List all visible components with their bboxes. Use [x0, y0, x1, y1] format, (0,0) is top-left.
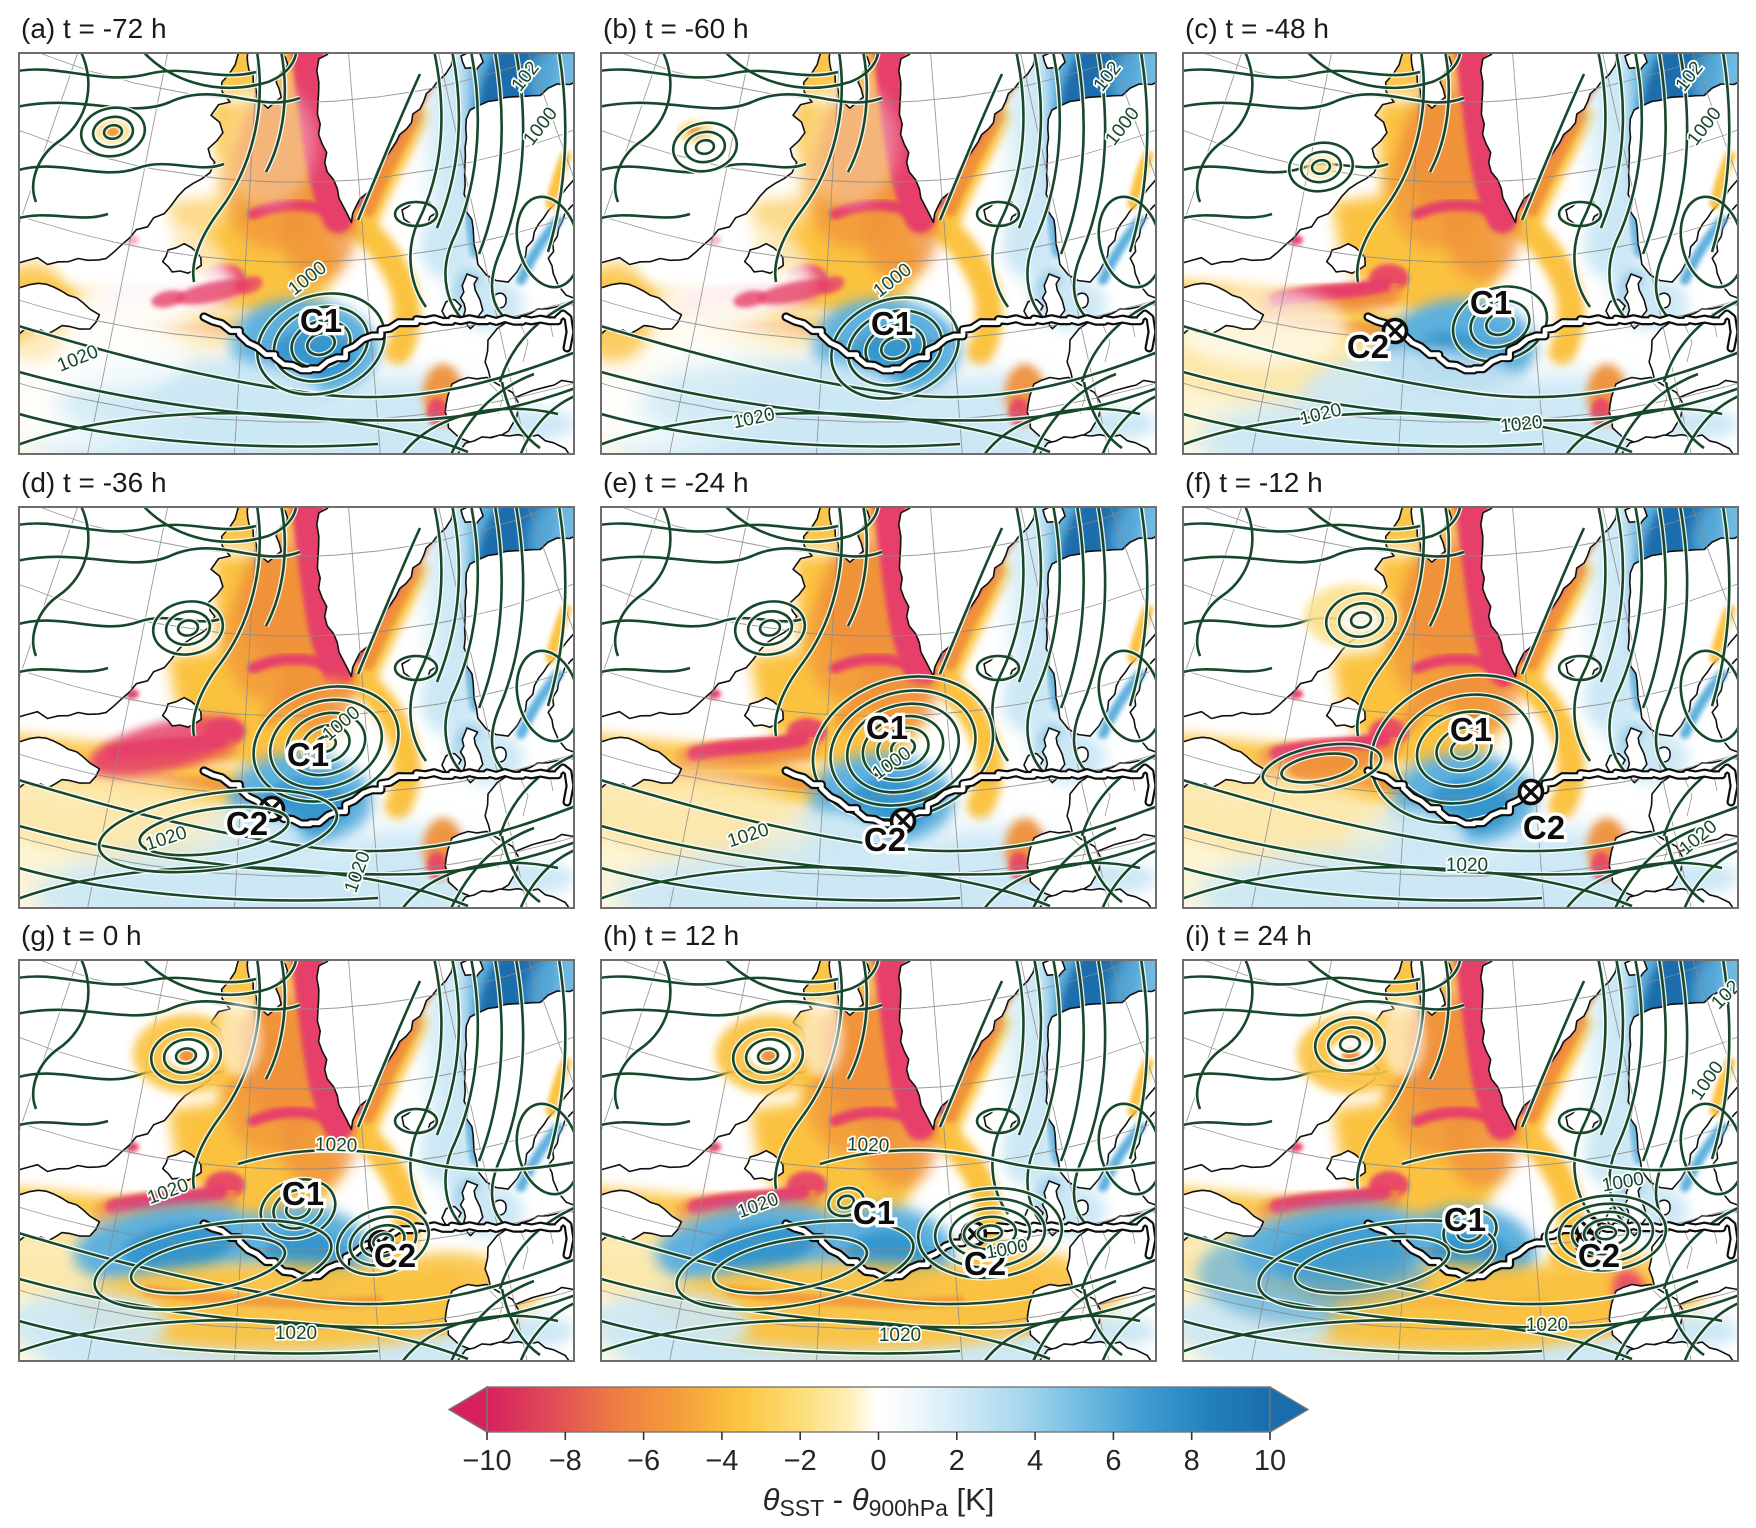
svg-text:C1: C1 — [282, 1175, 324, 1212]
svg-text:C1: C1 — [287, 736, 329, 773]
svg-text:C2: C2 — [864, 821, 906, 858]
svg-text:−8: −8 — [549, 1445, 582, 1477]
svg-text:2: 2 — [949, 1445, 965, 1477]
svg-text:1020: 1020 — [315, 1134, 358, 1156]
svg-text:θSST - θ900hPa [K]: θSST - θ900hPa [K] — [763, 1482, 995, 1521]
svg-text:−4: −4 — [705, 1445, 738, 1477]
svg-text:C2: C2 — [226, 805, 268, 842]
svg-text:C2: C2 — [1578, 1237, 1620, 1274]
svg-text:1020: 1020 — [275, 1323, 317, 1344]
svg-text:8: 8 — [1184, 1445, 1200, 1477]
svg-text:1020: 1020 — [1499, 412, 1543, 437]
svg-text:1020: 1020 — [1446, 855, 1488, 876]
svg-text:1020: 1020 — [1526, 1315, 1568, 1336]
svg-text:4: 4 — [1027, 1445, 1043, 1477]
svg-text:C1: C1 — [300, 302, 342, 339]
svg-text:0: 0 — [870, 1445, 886, 1477]
svg-text:C1: C1 — [853, 1194, 895, 1231]
svg-text:C1: C1 — [866, 709, 908, 746]
svg-text:−6: −6 — [627, 1445, 660, 1477]
svg-text:C2: C2 — [374, 1237, 416, 1274]
svg-text:−10: −10 — [462, 1445, 511, 1477]
svg-text:1020: 1020 — [847, 1134, 890, 1156]
svg-text:C2: C2 — [1523, 809, 1565, 846]
svg-text:6: 6 — [1105, 1445, 1121, 1477]
svg-text:−2: −2 — [784, 1445, 817, 1477]
svg-text:C2: C2 — [964, 1245, 1006, 1282]
svg-text:C2: C2 — [1347, 328, 1389, 365]
svg-text:C1: C1 — [1444, 1201, 1486, 1238]
svg-text:C1: C1 — [1450, 711, 1492, 748]
svg-text:C1: C1 — [1470, 284, 1512, 321]
svg-text:10: 10 — [1254, 1445, 1286, 1477]
svg-text:1020: 1020 — [879, 1325, 921, 1346]
svg-text:C1: C1 — [871, 305, 913, 342]
